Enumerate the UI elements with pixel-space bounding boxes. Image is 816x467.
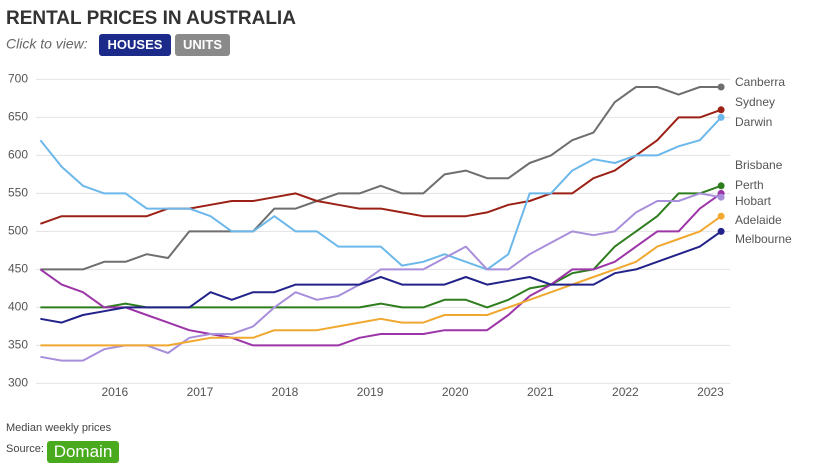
y-tick-label: 450 <box>8 262 28 276</box>
series-line <box>39 116 722 271</box>
series-label: Melbourne <box>735 232 792 246</box>
series-label: Canberra <box>735 75 785 89</box>
y-tick-label: 500 <box>8 224 28 238</box>
end-dot <box>717 227 725 235</box>
series-label: Adelaide <box>735 213 782 227</box>
x-tick-label: 2016 <box>101 385 128 399</box>
series-line <box>40 215 722 347</box>
end-dot <box>717 106 725 114</box>
series-label: Perth <box>735 178 764 192</box>
end-dot <box>717 83 725 91</box>
source-badge[interactable] <box>47 441 119 463</box>
y-tick-label: 650 <box>8 110 28 124</box>
button-bg[interactable] <box>175 34 230 56</box>
series-line <box>40 192 722 362</box>
series-label: Hobart <box>735 194 772 208</box>
houses-button[interactable]: HOUSES <box>99 34 171 56</box>
end-dot <box>717 193 725 201</box>
x-tick-label: 2018 <box>272 385 299 399</box>
y-tick-label: 350 <box>8 338 28 352</box>
series-label: Sydney <box>735 95 775 109</box>
x-tick-label: 2022 <box>612 385 639 399</box>
controls-label: Click to view: <box>6 36 88 52</box>
x-tick-label: 2017 <box>187 385 214 399</box>
end-dot <box>717 212 725 220</box>
source-label: Source: <box>6 443 44 455</box>
units-button[interactable]: UNITS <box>175 34 230 56</box>
y-tick-label: 550 <box>8 186 28 200</box>
button-label[interactable]: HOUSES <box>108 37 163 52</box>
series-line <box>40 86 722 271</box>
series-line <box>39 192 722 347</box>
series-label: Brisbane <box>735 158 783 172</box>
button-label[interactable]: UNITS <box>183 37 222 52</box>
y-tick-label: 600 <box>8 148 28 162</box>
y-tick-label: 300 <box>8 376 28 390</box>
x-tick-label: 2019 <box>357 385 384 399</box>
end-dot <box>717 182 725 190</box>
x-tick-label: 2023 <box>697 385 724 399</box>
series-line <box>40 108 722 225</box>
footer-note: Median weekly prices <box>6 422 112 434</box>
y-tick-label: 700 <box>8 72 28 86</box>
series-line <box>40 230 722 324</box>
x-tick-label: 2021 <box>527 385 554 399</box>
button-bg[interactable] <box>99 34 171 56</box>
series-label: Darwin <box>735 115 772 129</box>
x-tick-label: 2020 <box>442 385 469 399</box>
source-name[interactable]: Domain <box>54 442 113 461</box>
chart-title: RENTAL PRICES IN AUSTRALIA <box>6 8 296 29</box>
y-tick-label: 400 <box>8 300 28 314</box>
end-dot <box>717 113 725 121</box>
